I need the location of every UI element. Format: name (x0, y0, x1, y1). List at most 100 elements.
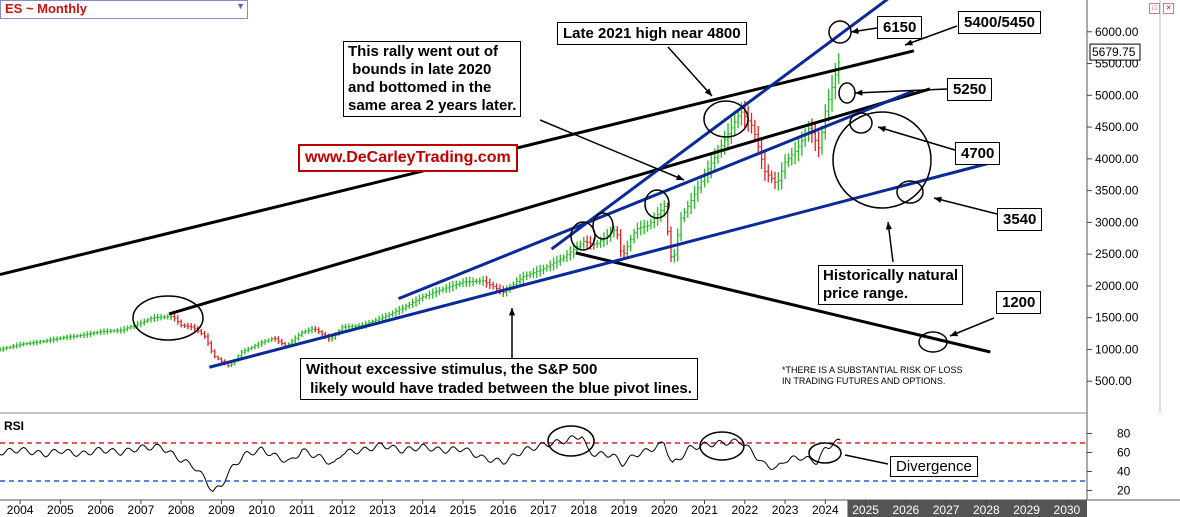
risk-line-2: IN TRADING FUTURES AND OPTIONS. (782, 376, 946, 386)
risk-disclaimer: *THERE IS A SUBSTANTIAL RISK OF LOSS IN … (782, 365, 963, 387)
x-tick-label: 2024 (812, 503, 839, 517)
label-5250: 5250 (947, 78, 993, 101)
highlight-circle (132, 295, 204, 341)
x-tick-label: 2016 (490, 503, 517, 517)
highlight-circle (918, 331, 948, 353)
label-4700: 4700 (955, 142, 1001, 165)
x-tick-label: 2027 (933, 503, 960, 517)
annotation-arrow (667, 46, 713, 97)
x-tick-label: 2013 (369, 503, 396, 517)
y-tick-label: 3000.00 (1095, 215, 1139, 229)
highlight-circle (832, 111, 932, 209)
x-tick-label: 2007 (128, 503, 155, 517)
highlight-circle (838, 82, 856, 104)
y-tick-label: 2000.00 (1095, 279, 1139, 293)
symbol-label: ES ~ Monthly (5, 1, 87, 16)
x-tick-label: 2006 (87, 503, 114, 517)
stimulus-line-1: Without excessive stimulus, the S&P 500 (306, 361, 598, 378)
x-tick-label: 2029 (1013, 503, 1040, 517)
natural-range-annotation: Historically natural price range. (818, 265, 964, 305)
annotation-arrow (539, 119, 685, 181)
x-tick-label: 2020 (651, 503, 678, 517)
trend-line-blue (550, 0, 889, 251)
y-tick-label: 5000.00 (1095, 88, 1139, 102)
highlight-circle (703, 100, 749, 138)
divergence-arrow (844, 454, 889, 465)
highlight-circle (828, 20, 852, 44)
highlight-circle (592, 212, 614, 240)
annotation-arrow (949, 317, 995, 337)
rsi-highlight-circle (808, 442, 842, 464)
rsi-tick-label: 20 (1117, 484, 1131, 498)
x-tick-label: 2023 (772, 503, 799, 517)
highlight-circle (570, 221, 596, 251)
triangle-down-icon[interactable]: ▼ (236, 1, 245, 11)
rsi-tick-label: 60 (1117, 446, 1131, 460)
x-tick-label: 2018 (570, 503, 597, 517)
x-tick-label: 2008 (168, 503, 195, 517)
trend-line-blue (208, 159, 999, 369)
y-tick-label: 500.00 (1095, 374, 1132, 388)
annotation-arrow (854, 88, 948, 94)
risk-line-1: *THERE IS A SUBSTANTIAL RISK OF LOSS (782, 365, 963, 375)
x-tick-label: 2014 (409, 503, 436, 517)
y-tick-label: 6000.00 (1095, 25, 1139, 39)
x-tick-label: 2015 (450, 503, 477, 517)
x-tick-label: 2011 (289, 503, 315, 517)
high-annotation: Late 2021 high near 4800 (557, 22, 747, 45)
arrow-head (508, 308, 516, 316)
trend-line-blue (398, 89, 915, 301)
rsi-line (0, 435, 841, 493)
y-tick-label: 1000.00 (1095, 342, 1139, 356)
website-label[interactable]: www.DeCarleyTrading.com (298, 144, 518, 172)
x-tick-label: 2009 (208, 503, 235, 517)
minimize-icon[interactable]: □ (1149, 3, 1160, 14)
x-tick-label: 2004 (7, 503, 34, 517)
x-tick-label: 2030 (1054, 503, 1081, 517)
x-tick-label: 2028 (973, 503, 1000, 517)
x-tick-label: 2005 (47, 503, 74, 517)
arrow-head (676, 174, 684, 181)
price-axis-panel (1087, 0, 1180, 517)
x-tick-label: 2019 (611, 503, 638, 517)
x-tick-label: 2010 (248, 503, 275, 517)
highlight-circle (644, 189, 670, 219)
arrow-head (878, 126, 886, 133)
arrow-head (704, 88, 712, 96)
rally-annotation: This rally went out of bounds in late 20… (343, 41, 522, 117)
divergence-label: Divergence (890, 456, 978, 477)
future-band (847, 500, 1087, 517)
price-badge: 5679.75 (1092, 45, 1136, 59)
symbol-selector[interactable]: ES ~ Monthly ▼ (0, 0, 248, 19)
y-tick-label: 2500.00 (1095, 247, 1139, 261)
close-icon[interactable]: ✕ (1163, 3, 1174, 14)
arrow-head (855, 89, 863, 96)
rsi-tick-label: 80 (1117, 427, 1131, 441)
rally-line-1: This rally went out of (348, 43, 499, 60)
natural-line-2: price range. (823, 285, 909, 302)
label-6150: 6150 (877, 16, 923, 39)
rsi-tick-label: 40 (1117, 465, 1131, 479)
x-tick-label: 2021 (691, 503, 718, 517)
arrow-head (905, 39, 913, 46)
trend-line-black (168, 87, 931, 316)
arrow-head (934, 196, 942, 203)
annotation-arrow (904, 25, 958, 46)
arrow-head (885, 222, 893, 230)
stimulus-annotation: Without excessive stimulus, the S&P 500 … (300, 358, 698, 400)
y-tick-label: 1500.00 (1095, 311, 1139, 325)
x-tick-label: 2022 (731, 503, 758, 517)
x-tick-label: 2017 (530, 503, 557, 517)
arrow-head (950, 330, 958, 337)
y-tick-label: 4000.00 (1095, 152, 1139, 166)
rally-line-3: and bottomed in the (348, 79, 492, 96)
x-tick-label: 2026 (892, 503, 919, 517)
rally-line-4: same area 2 years later. (348, 97, 517, 114)
y-tick-label: 4500.00 (1095, 120, 1139, 134)
rsi-highlight-circle (699, 431, 745, 461)
label-3540: 3540 (997, 208, 1043, 231)
rally-line-2: bounds in late 2020 (348, 61, 492, 78)
stimulus-line-2: likely would have traded between the blu… (306, 380, 692, 397)
